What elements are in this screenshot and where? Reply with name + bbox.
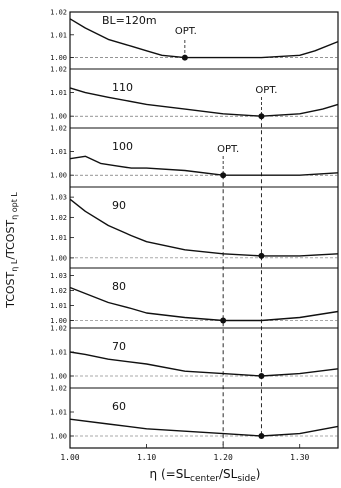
y-tick-label: 1.02 bbox=[50, 214, 67, 222]
y-tick-label: 1.02 bbox=[50, 325, 67, 333]
panel-label: 70 bbox=[112, 340, 126, 353]
optimum-point bbox=[258, 252, 265, 259]
cost-curve bbox=[69, 155, 339, 176]
y-tick-label: 1.02 bbox=[50, 9, 67, 17]
cost-curve bbox=[69, 418, 339, 437]
cost-curve bbox=[69, 87, 339, 117]
y-tick-label: 1.00 bbox=[50, 373, 67, 381]
y-tick-label: 1.01 bbox=[50, 349, 67, 357]
y-tick-label: 1.01 bbox=[50, 31, 67, 39]
y-tick-label: 1.01 bbox=[50, 302, 67, 310]
panel-label: BL=120m bbox=[102, 14, 157, 27]
y-tick-label: 1.00 bbox=[50, 172, 67, 180]
y-tick-label: 1.02 bbox=[50, 66, 67, 74]
x-tick-label: 1.30 bbox=[290, 453, 309, 462]
opt-label: OPT. bbox=[175, 26, 197, 37]
y-tick-label: 1.02 bbox=[50, 287, 67, 295]
panel-label: 110 bbox=[112, 81, 133, 94]
optimum-point bbox=[258, 433, 265, 439]
y-tick-label: 1.00 bbox=[50, 433, 67, 441]
y-tick-label: 1.01 bbox=[50, 409, 67, 417]
y-tick-label: 1.00 bbox=[50, 317, 67, 325]
panel-label: 100 bbox=[112, 140, 133, 153]
y-tick-label: 1.03 bbox=[50, 194, 67, 202]
x-tick-label: 1.20 bbox=[214, 453, 233, 462]
plot-frame bbox=[69, 11, 339, 449]
optimum-point bbox=[220, 317, 227, 324]
y-tick-label: 1.00 bbox=[50, 254, 67, 262]
panel-label: 60 bbox=[112, 400, 126, 413]
panel-label: 90 bbox=[112, 199, 126, 212]
y-tick-label: 1.01 bbox=[50, 148, 67, 156]
y-tick-label: 1.03 bbox=[50, 272, 67, 280]
y-tick-label: 1.00 bbox=[50, 113, 67, 121]
x-axis-label: η (=SLcenter/SLside) bbox=[150, 467, 261, 484]
y-axis-label: TCOSTη L/TCOSTη opt L bbox=[4, 192, 19, 309]
opt-label: OPT. bbox=[255, 85, 277, 96]
cost-curve bbox=[69, 198, 339, 257]
x-tick-label: 1.00 bbox=[60, 453, 79, 462]
panel-label: 80 bbox=[112, 280, 126, 293]
x-tick-label: 1.10 bbox=[137, 453, 156, 462]
cost-curve bbox=[69, 351, 339, 377]
opt-label: OPT. bbox=[217, 144, 239, 155]
y-tick-label: 1.02 bbox=[50, 385, 67, 393]
cost-curve bbox=[69, 286, 339, 322]
y-tick-label: 1.01 bbox=[50, 234, 67, 242]
cost-curve bbox=[69, 18, 339, 59]
y-tick-label: 1.00 bbox=[50, 54, 67, 62]
y-tick-label: 1.02 bbox=[50, 125, 67, 133]
y-tick-label: 1.01 bbox=[50, 89, 67, 97]
